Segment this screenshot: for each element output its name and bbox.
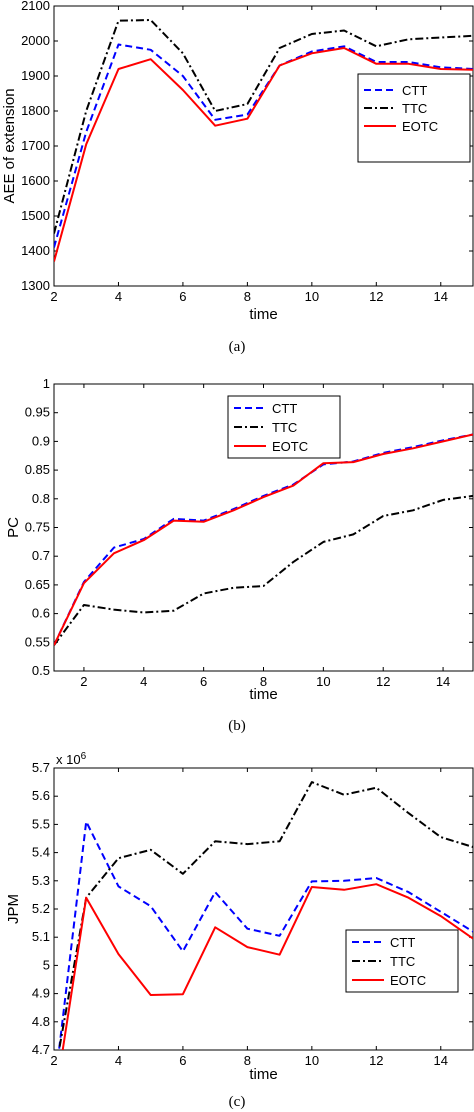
y-tick-label: 1800: [21, 103, 50, 118]
y-tick-label: 5.6: [32, 788, 50, 803]
series-line-eotc: [54, 433, 473, 646]
y-tick-label: 1400: [21, 243, 50, 258]
y-tick-label: 0.6: [32, 606, 50, 621]
y-axis-label: PC: [5, 517, 22, 538]
x-tick-label: 4: [115, 1053, 122, 1068]
y-tick-label: 5.4: [32, 845, 50, 860]
y-tick-label: 0.5: [32, 663, 50, 678]
series-line-ctt: [54, 43, 473, 248]
y-tick-label: 1: [43, 376, 50, 391]
y-tick-label: 1500: [21, 208, 50, 223]
y-tick-label: 0.55: [25, 634, 50, 649]
x-tick-label: 8: [260, 674, 267, 689]
y-tick-label: 0.65: [25, 577, 50, 592]
legend-label-ttc: TTC: [272, 420, 297, 435]
x-tick-label: 2: [50, 1053, 57, 1068]
series-line-ttc: [58, 781, 473, 1050]
x-tick-label: 12: [369, 1053, 383, 1068]
x-tick-label: 14: [436, 674, 450, 689]
series-line-ttc: [54, 19, 473, 234]
x-tick-label: 6: [200, 674, 207, 689]
y-tick-label: 5.5: [32, 816, 50, 831]
panel-caption: (c): [229, 1094, 246, 1110]
legend-label-ctt: CTT: [272, 401, 297, 416]
legend: CTT TTC EOTC: [357, 73, 471, 163]
x-tick-label: 10: [305, 289, 319, 304]
x-tick-label: 14: [434, 289, 448, 304]
y-tick-label: 0.8: [32, 491, 50, 506]
chart-panel-a: 2 4 6 8 10 12 14 1300 1400 1500 1600 1700 1800 1900 20…: [1, 0, 474, 355]
y-tick-label: 0.9: [32, 433, 50, 448]
x-axis-label: time: [249, 1066, 277, 1083]
y-tick-label: 5.1: [32, 929, 50, 944]
y-axis-label: AEE of extension: [1, 88, 18, 203]
y-axis-label: JPM: [5, 894, 22, 924]
y-tick-label: 5.2: [32, 901, 50, 916]
y-tick-label: 0.95: [25, 405, 50, 420]
y-tick-label: 4.7: [32, 1042, 50, 1057]
series-line-eotc: [61, 883, 473, 1050]
x-axis-label: time: [249, 686, 277, 703]
x-tick-label: 2: [80, 674, 87, 689]
chart-panel-b: 2 4 6 8 10 12 14 0.5 0.55 0.6 0.65 0.7 0.75 0.8 0.85 0.…: [5, 376, 474, 734]
x-tick-label: 4: [140, 674, 147, 689]
x-tick-label: 12: [376, 674, 390, 689]
chart-panel-c: 2 4 6 8 10 12 14 4.7 4.8 4.9 5 5.1 5.2 5.3 5.4 5.5 5.6 5.…: [5, 751, 474, 1110]
y-tick-label: 1300: [21, 278, 50, 293]
x-tick-label: 2: [50, 289, 57, 304]
legend-label-ctt: CTT: [390, 935, 415, 950]
y-tick-label: 0.85: [25, 462, 50, 477]
y-tick-label: 4.9: [32, 986, 50, 1001]
series-line-ttc: [54, 494, 473, 646]
x-tick-label: 10: [305, 1053, 319, 1068]
legend: CTT TTC EOTC: [227, 395, 341, 459]
legend-label-ttc: TTC: [390, 954, 415, 969]
x-tick-label: 4: [115, 289, 122, 304]
y-tick-label: 5.3: [32, 873, 50, 888]
y-tick-label: 2000: [21, 33, 50, 48]
x-tick-label: 6: [179, 289, 186, 304]
x-tick-label: 12: [369, 289, 383, 304]
x-tick-label: 8: [244, 289, 251, 304]
y-tick-label: 4.8: [32, 1014, 50, 1029]
y-tick-label: 0.75: [25, 520, 50, 535]
x-axis-label: time: [249, 306, 277, 323]
y-tick-label: 1900: [21, 68, 50, 83]
axis-multiplier: x 106: [56, 751, 87, 767]
y-tick-label: 5.7: [32, 760, 50, 775]
legend-label-ctt: CTT: [402, 83, 427, 98]
x-tick-label: 10: [316, 674, 330, 689]
legend-label-eotc: EOTC: [402, 119, 438, 134]
legend: CTT TTC EOTC: [345, 929, 459, 993]
y-tick-label: 1600: [21, 173, 50, 188]
series-line-eotc: [54, 47, 473, 262]
y-tick-label: 1700: [21, 138, 50, 153]
legend-label-ttc: TTC: [402, 101, 427, 116]
y-tick-label: 5: [43, 957, 50, 972]
legend-label-eotc: EOTC: [272, 439, 308, 454]
x-tick-label: 14: [434, 1053, 448, 1068]
x-tick-label: 6: [179, 1053, 186, 1068]
x-tick-label: 8: [244, 1053, 251, 1068]
plot-area: [53, 767, 474, 1051]
legend-box: [357, 73, 471, 163]
legend-label-eotc: EOTC: [390, 973, 426, 988]
y-tick-label: 0.7: [32, 548, 50, 563]
series-line-ctt: [54, 433, 473, 646]
y-tick-label: 2100: [21, 0, 50, 13]
panel-caption: (a): [229, 339, 246, 355]
panel-caption: (b): [228, 718, 246, 734]
